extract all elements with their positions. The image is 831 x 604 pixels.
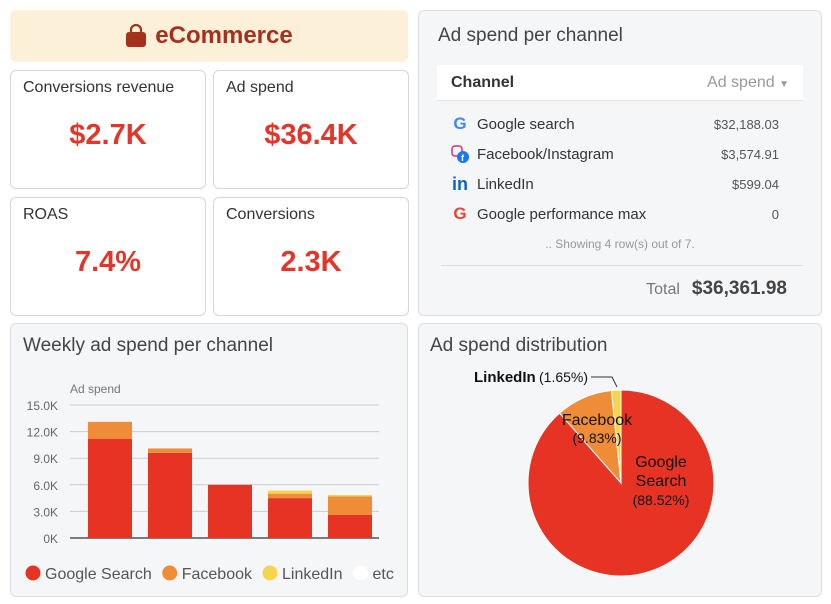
rows-shown-note: .. Showing 4 row(s) out of 7. <box>545 237 695 251</box>
bar-segment-google-search <box>148 452 192 538</box>
linkedin-icon: in <box>452 173 468 194</box>
spend-value: 0 <box>771 206 779 222</box>
legend-label: LinkedIn <box>282 566 343 583</box>
total-label: Total <box>646 281 680 298</box>
legend-marker <box>25 565 41 581</box>
kpi-value: 2.3K <box>280 246 342 278</box>
spend-value: $599.04 <box>732 176 779 192</box>
legend-label: Google Search <box>45 566 152 583</box>
pie-percent-facebook: (9.83%) <box>572 430 621 446</box>
column-header-channel[interactable]: Channel <box>451 73 515 91</box>
bar-segment-google-search <box>268 498 312 538</box>
bar-segment-facebook <box>328 496 372 515</box>
divider <box>441 265 803 266</box>
pie-label-facebook: Facebook <box>562 412 633 429</box>
column-header-ad-spend[interactable]: Ad spend ▼ <box>707 74 789 92</box>
pie-label-google: Search <box>636 473 687 490</box>
channel-name: Google search <box>477 115 575 133</box>
y-tick-label: 9.0K <box>33 452 58 466</box>
weekly-ad-spend-panel: Weekly ad spend per channel Ad spend 0K 3.… <box>10 323 408 597</box>
channel-name: LinkedIn <box>477 175 534 193</box>
y-tick-label: 6.0K <box>33 479 58 493</box>
pie-percent-linkedin: (1.65%) <box>539 369 588 385</box>
leader-line <box>591 376 618 388</box>
legend-marker <box>262 565 278 581</box>
y-tick-label: 3.0K <box>33 505 58 519</box>
channel-name: Google performance max <box>477 205 647 223</box>
bar-segment-linkedin <box>268 490 312 494</box>
column-header-label: Ad spend <box>707 73 775 91</box>
pie-slice-linkedin <box>610 389 622 484</box>
google-icon: G <box>453 204 467 223</box>
kpi-roas: ROAS 7.4% <box>10 197 206 316</box>
panel-title: Weekly ad spend per channel <box>23 335 273 356</box>
kpi-value: $36.4K <box>264 119 358 151</box>
bar-segment-google-search <box>328 514 372 538</box>
kpi-label: Ad spend <box>226 79 294 96</box>
y-axis-label: Ad spend <box>70 382 121 396</box>
kpi-conversions-revenue: Conversions revenue $2.7K <box>10 70 206 189</box>
kpi-label: ROAS <box>23 206 69 223</box>
table-row[interactable]: in LinkedIn $599.04 <box>451 169 779 199</box>
caret-down-icon: ▼ <box>779 78 789 90</box>
legend-label: etc <box>373 566 394 583</box>
kpi-label: Conversions revenue <box>23 79 175 96</box>
panel-title: Ad spend distribution <box>430 335 608 356</box>
spend-value: $3,574.91 <box>721 146 779 162</box>
y-tick-label: 15.0K <box>27 399 58 413</box>
ad-spend-distribution-panel: Ad spend distribution Google Search (88.52… <box>418 323 822 597</box>
kpi-ad-spend: Ad spend $36.4K <box>213 70 409 189</box>
kpi-conversions: Conversions 2.3K <box>213 197 409 316</box>
shopping-bag-icon <box>126 24 147 47</box>
table-row[interactable]: G Google search $32,188.03 <box>451 109 779 139</box>
svg-text:f: f <box>461 153 465 163</box>
table-row[interactable]: f Facebook/Instagram $3,574.91 <box>451 139 779 169</box>
kpi-label: Conversions <box>226 206 315 223</box>
table-row[interactable]: G Google performance max 0 <box>451 199 779 229</box>
ad-spend-table-panel: Ad spend per channel Channel Ad spend ▼ … <box>418 10 822 316</box>
kpi-value: 7.4% <box>74 246 142 278</box>
pie-label-google: Google <box>635 454 687 471</box>
bar-chart: Ad spend 0K 3.0K 6.0K 9.0K 12.0K 15.0K Google S… <box>25 382 394 583</box>
panel-title: Ad spend per channel <box>438 25 623 46</box>
channel-name: Facebook/Instagram <box>477 145 614 163</box>
pie-percent-google: (88.52%) <box>633 492 690 508</box>
facebook-instagram-icon: f <box>451 145 469 163</box>
pie-label-linkedin: LinkedIn <box>474 369 536 386</box>
kpi-value: $2.7K <box>69 119 147 151</box>
bar-segment-facebook <box>268 493 312 499</box>
table-total: Total $36,361.98 <box>646 278 787 300</box>
pie-chart: Google Search (88.52%) Facebook(9.83%) Linke… <box>474 369 715 577</box>
legend-marker <box>162 565 178 581</box>
legend-marker <box>353 565 368 581</box>
y-tick-label: 0K <box>43 532 58 546</box>
table-header: Channel Ad spend ▼ <box>437 65 803 101</box>
bar-segment-facebook <box>88 421 132 439</box>
y-tick-label: 12.0K <box>27 426 58 440</box>
brand-title: eCommerce <box>155 22 293 49</box>
brand-header: eCommerce <box>10 10 408 62</box>
bar-segment-facebook <box>148 448 192 453</box>
bar-segment-linkedin <box>328 494 372 497</box>
bar-segment-google-search <box>208 484 252 538</box>
total-value: $36,361.98 <box>691 278 787 299</box>
bar-segment-google-search <box>88 438 132 538</box>
google-icon: G <box>453 114 467 133</box>
legend-label: Facebook <box>182 566 253 583</box>
spend-value: $32,188.03 <box>713 116 779 132</box>
